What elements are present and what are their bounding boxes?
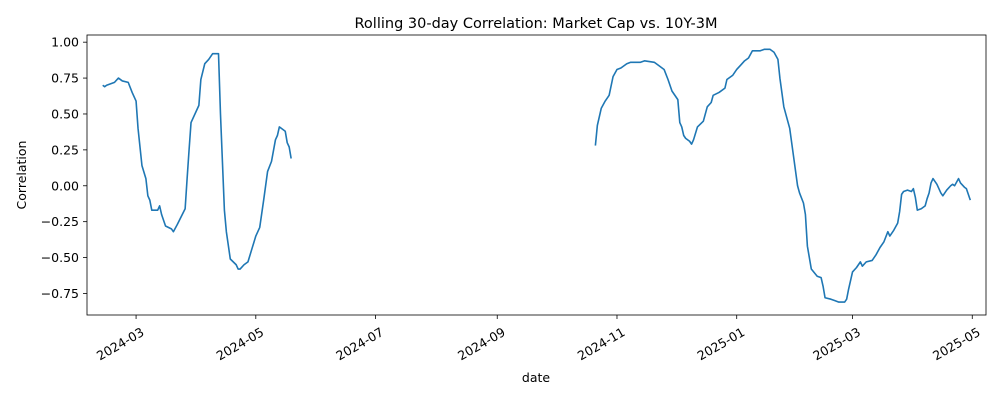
plot-area bbox=[102, 48, 972, 303]
x-tick-label: 2024-09 bbox=[455, 324, 508, 363]
y-tick-label: −0.75 bbox=[41, 286, 79, 301]
x-tick-label: 2025-01 bbox=[694, 324, 747, 363]
x-axis-ticks: 2024-03 2024-05 2024-07 2024-09 2024-11 2025-… bbox=[94, 315, 983, 363]
x-tick-label: 2025-05 bbox=[930, 324, 983, 363]
y-axis-ticks: 1.00 0.75 0.50 0.25 0.00 −0.25 −0.50 −0.75 bbox=[41, 35, 87, 301]
x-axis-label: date bbox=[522, 370, 550, 385]
y-tick-label: 0.00 bbox=[51, 178, 79, 193]
y-tick-label: 0.25 bbox=[51, 142, 79, 157]
correlation-line-segment-2 bbox=[594, 48, 972, 303]
x-tick-label: 2024-05 bbox=[214, 324, 267, 363]
y-axis-label: Correlation bbox=[14, 141, 29, 210]
x-tick-label: 2024-03 bbox=[94, 324, 147, 363]
y-tick-label: 0.50 bbox=[51, 106, 79, 121]
correlation-line-segment-1 bbox=[102, 52, 292, 270]
chart-title: Rolling 30-day Correlation: Market Cap v… bbox=[355, 16, 718, 32]
x-tick-label: 2024-11 bbox=[575, 324, 628, 363]
axes-frame bbox=[86, 34, 987, 316]
y-tick-label: −0.50 bbox=[41, 250, 79, 265]
y-tick-label: 1.00 bbox=[51, 35, 79, 50]
y-tick-label: 0.75 bbox=[51, 71, 79, 86]
x-tick-label: 2025-03 bbox=[810, 324, 863, 363]
y-tick-label: −0.25 bbox=[41, 214, 79, 229]
x-tick-label: 2024-07 bbox=[333, 324, 386, 363]
